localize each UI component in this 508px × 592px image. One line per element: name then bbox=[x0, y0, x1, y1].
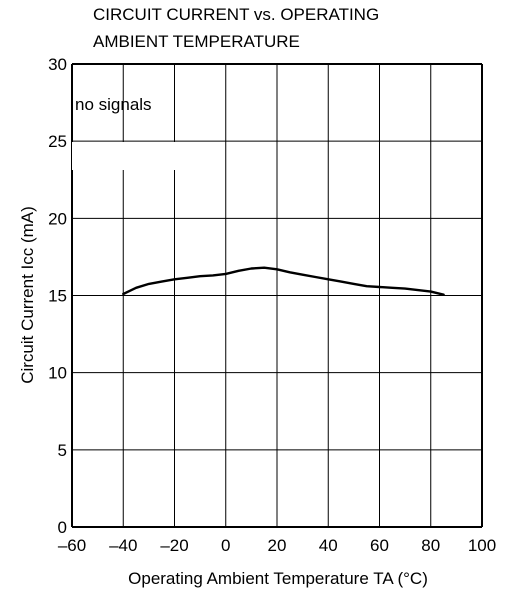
annotation-no-signals: no signals bbox=[75, 95, 152, 114]
y-tick-label: 5 bbox=[58, 441, 67, 460]
series-line bbox=[122, 266, 445, 296]
x-tick-labels: –60 –40 –20 0 20 40 60 80 100 bbox=[58, 536, 496, 555]
x-tick-label: 20 bbox=[268, 536, 287, 555]
x-tick-label: 0 bbox=[221, 536, 230, 555]
grid bbox=[71, 63, 483, 528]
series-layer bbox=[122, 266, 445, 296]
y-tick-label: 25 bbox=[48, 132, 67, 151]
y-tick-labels: 0 5 10 15 20 25 30 bbox=[48, 55, 67, 537]
y-tick-label: 30 bbox=[48, 55, 67, 74]
x-tick-label: –60 bbox=[58, 536, 86, 555]
y-tick-label: 10 bbox=[48, 364, 67, 383]
y-axis-label: Circuit Current Icc (mA) bbox=[18, 206, 37, 384]
x-tick-label: –40 bbox=[109, 536, 137, 555]
x-tick-label: 60 bbox=[370, 536, 389, 555]
x-tick-label: 100 bbox=[468, 536, 496, 555]
x-tick-label: –20 bbox=[160, 536, 188, 555]
y-tick-label: 0 bbox=[58, 518, 67, 537]
chart-title-line-1: CIRCUIT CURRENT vs. OPERATING bbox=[93, 5, 379, 24]
x-axis-label: Operating Ambient Temperature TA (°C) bbox=[128, 569, 428, 588]
x-tick-label: 40 bbox=[319, 536, 338, 555]
y-tick-label: 20 bbox=[48, 209, 67, 228]
annotation-background bbox=[72, 142, 186, 170]
y-tick-label: 15 bbox=[48, 287, 67, 306]
chart-title-line-2: AMBIENT TEMPERATURE bbox=[93, 32, 300, 51]
x-tick-label: 80 bbox=[421, 536, 440, 555]
